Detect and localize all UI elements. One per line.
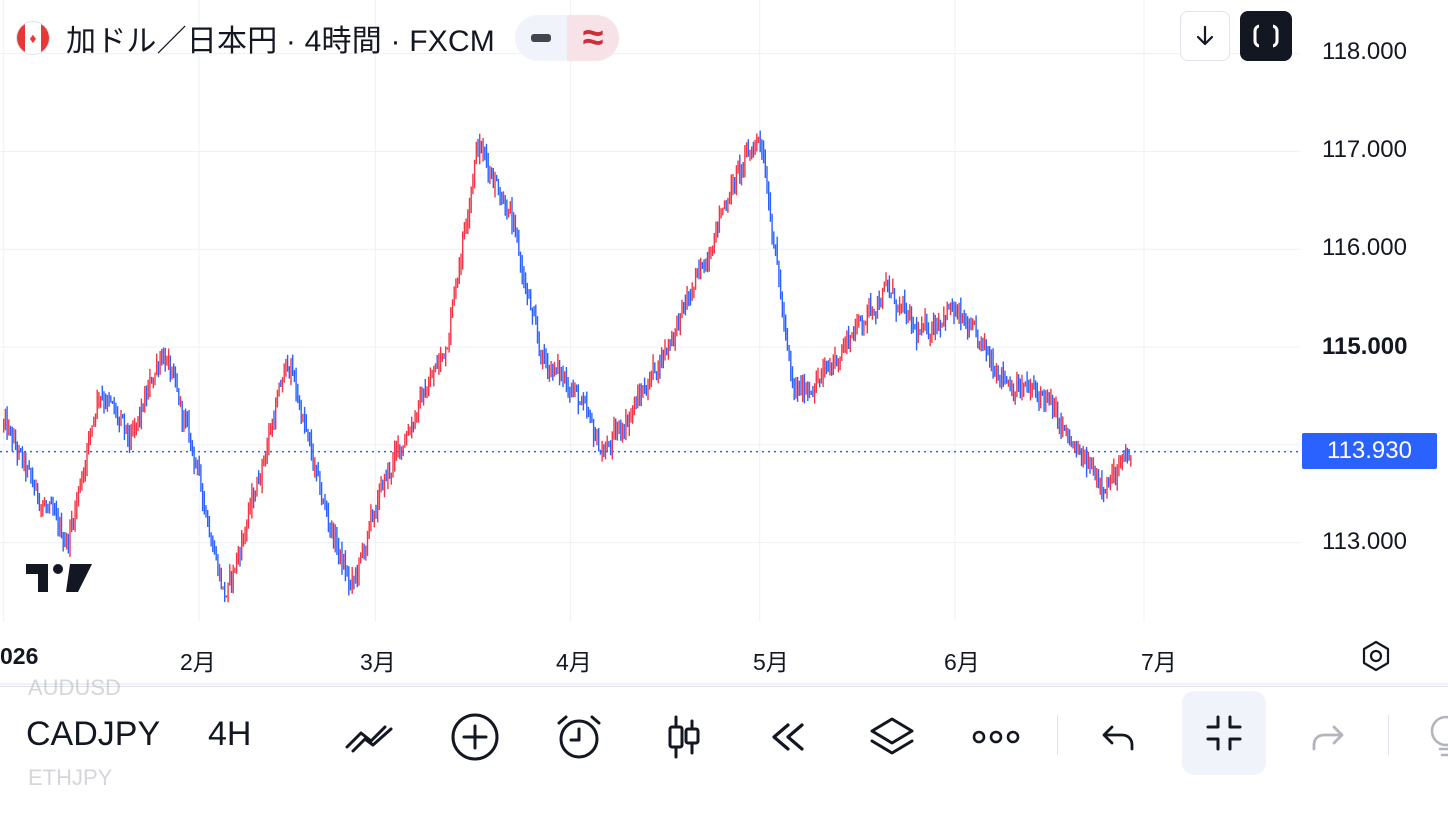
arrow-down-icon [1196, 25, 1214, 46]
month-label: 4月 [556, 649, 592, 675]
ghost-symbol-next: ETHJPY [28, 765, 113, 790]
price-label: 115.000 [1322, 333, 1408, 360]
bottom-toolbar: AUDUSD CADJPY ETHJPY 4H [0, 675, 1448, 816]
month-label: 2月 [180, 649, 216, 675]
scroll-to-latest-button[interactable] [1180, 11, 1230, 61]
symbol-header: ♦ 加ドル／日本円 · 4時間 · FXCM ≈ [16, 14, 619, 62]
more-icon [972, 730, 1020, 744]
symbol-title[interactable]: 加ドル／日本円 · 4時間 · FXCM [66, 25, 495, 58]
settings-icon [1362, 640, 1390, 672]
interval-selector[interactable]: 4H [208, 715, 252, 753]
month-label: 5月 [753, 649, 789, 675]
alarm-icon [557, 715, 601, 759]
undo-button[interactable] [1078, 697, 1158, 777]
month-label: 7月 [1141, 649, 1177, 675]
redo-icon [1312, 725, 1344, 751]
hint-button[interactable] [1418, 697, 1448, 777]
chart-style-toggle[interactable]: ≈ [515, 15, 619, 61]
layers-button[interactable] [852, 697, 932, 777]
fullscreen-button[interactable] [1240, 11, 1292, 61]
redo-button[interactable] [1288, 697, 1368, 777]
replay-button[interactable] [748, 697, 828, 777]
ghost-symbol-prev: AUDUSD [28, 675, 121, 700]
approx-icon[interactable]: ≈ [567, 15, 619, 61]
current-price-badge: 113.930 [1302, 433, 1437, 469]
chart-area[interactable]: ♦ 加ドル／日本円 · 4時間 · FXCM ≈ 118.000 117.000… [0, 0, 1448, 685]
drawing-tools-button[interactable] [331, 697, 411, 777]
drawing-tools-icon [345, 725, 393, 753]
toolbar-divider [1057, 715, 1058, 755]
exit-fullscreen-icon [1206, 715, 1242, 751]
hint-icon [1430, 715, 1448, 757]
symbol-selector[interactable]: CADJPY [26, 715, 161, 753]
minus-icon[interactable] [515, 15, 567, 61]
layers-icon [870, 717, 914, 755]
add-icon [451, 713, 499, 761]
undo-icon [1102, 725, 1134, 751]
month-label: 3月 [360, 649, 396, 675]
toolbar-divider [1388, 715, 1389, 755]
fullscreen-icon [1253, 23, 1279, 49]
price-label: 113.000 [1322, 528, 1407, 555]
chart-settings-button[interactable] [1356, 636, 1396, 676]
price-label: 118.000 [1322, 38, 1407, 65]
price-label: 116.000 [1322, 234, 1407, 261]
candles-icon [668, 715, 700, 759]
tradingview-logo [26, 564, 92, 592]
price-chart[interactable] [0, 0, 1448, 685]
more-button[interactable] [956, 697, 1036, 777]
year-label: 026 [0, 643, 39, 669]
alert-button[interactable] [539, 697, 619, 777]
month-label: 6月 [944, 649, 980, 675]
chart-type-button[interactable] [644, 697, 724, 777]
price-label: 117.000 [1322, 136, 1407, 163]
canada-flag-icon: ♦ [16, 21, 50, 55]
add-indicator-button[interactable] [435, 697, 515, 777]
replay-icon [772, 723, 804, 751]
exit-fullscreen-button[interactable] [1182, 691, 1266, 775]
